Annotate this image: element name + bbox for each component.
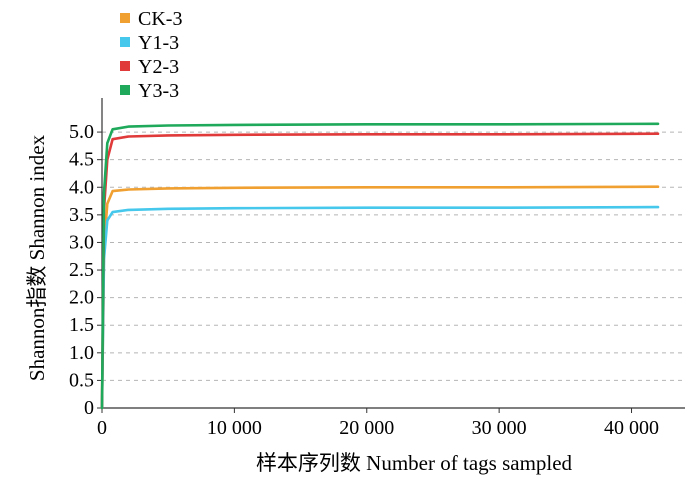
y-tick-label: 5.0 — [69, 121, 94, 143]
y-tick-label: 4.0 — [69, 176, 94, 198]
y-tick-label: 1.0 — [69, 342, 94, 364]
y-tick-label: 2.0 — [69, 287, 94, 309]
y-tick-label: 1.5 — [69, 314, 94, 336]
legend-label: Y3-3 — [138, 80, 179, 102]
y-tick-label: 0 — [84, 397, 94, 419]
legend: CK-3Y1-3Y2-3Y3-3 — [120, 8, 182, 102]
x-tick-label: 40 000 — [604, 417, 659, 439]
axes: 0 0.5 1.0 1.5 2.0 2.5 3.0 3.5 4.0 4.5 5.0 0 10 000 20… — [69, 98, 685, 439]
x-tick-label: 30 000 — [472, 417, 527, 439]
y-tick-label: 0.5 — [69, 369, 94, 391]
y-tick-label: 2.5 — [69, 259, 94, 281]
y-tick-label: 3.0 — [69, 231, 94, 253]
series-lines — [100, 122, 660, 410]
legend-label: Y2-3 — [138, 56, 179, 78]
x-tick-label: 0 — [97, 417, 107, 439]
y-axis-title: Shannon指数 Shannon index — [25, 134, 49, 381]
y-tick-label: 4.5 — [69, 149, 94, 171]
series-line-y3-3 — [100, 122, 660, 410]
legend-label: Y1-3 — [138, 32, 179, 54]
y-tick-label: 3.5 — [69, 204, 94, 226]
legend-swatch — [120, 13, 130, 23]
legend-swatch — [120, 61, 130, 71]
gridlines — [102, 131, 685, 381]
series-line-y1-3 — [100, 205, 660, 410]
legend-swatch — [120, 85, 130, 95]
legend-label: CK-3 — [138, 8, 182, 30]
legend-swatch — [120, 37, 130, 47]
series-line-y2-3 — [100, 132, 660, 410]
x-tick-label: 20 000 — [339, 417, 394, 439]
x-tick-label: 10 000 — [207, 417, 262, 439]
x-axis-title: 样本序列数 Number of tags sampled — [256, 451, 573, 475]
